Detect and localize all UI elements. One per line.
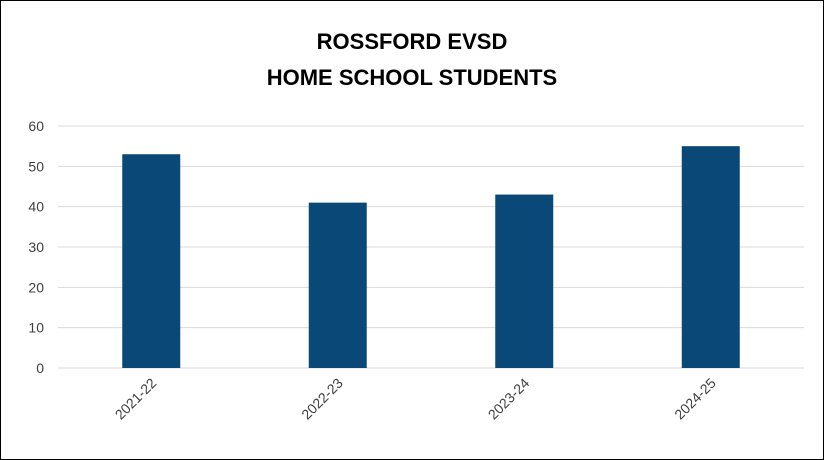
x-tick-label: 2023-24 <box>485 375 533 423</box>
chart-title-line-1: ROSSFORD EVSD <box>316 29 508 54</box>
y-tick-label: 0 <box>36 360 44 376</box>
x-tick-label: 2022-23 <box>298 375 346 423</box>
y-axis-ticks: 0 10 20 30 40 50 60 <box>28 118 44 376</box>
x-tick-label: 2024-25 <box>671 375 719 423</box>
x-axis-ticks: 2021-22 2022-23 2023-24 2024-25 <box>112 375 719 423</box>
bar-2024-25 <box>681 146 740 368</box>
bar-2021-22 <box>122 154 181 368</box>
y-tick-label: 30 <box>28 239 44 255</box>
x-tick-label: 2021-22 <box>112 375 160 423</box>
bar-2022-23 <box>308 202 367 368</box>
chart-title-line-2: HOME SCHOOL STUDENTS <box>266 65 558 90</box>
y-tick-label: 20 <box>28 279 44 295</box>
y-tick-label: 40 <box>28 199 44 215</box>
y-tick-label: 50 <box>28 158 44 174</box>
chart-title: ROSSFORD EVSD HOME SCHOOL STUDENTS <box>0 24 824 96</box>
gridlines <box>58 125 804 369</box>
bars <box>122 146 740 368</box>
y-tick-label: 10 <box>28 320 44 336</box>
bar-2023-24 <box>495 194 554 368</box>
y-tick-label: 60 <box>28 118 44 134</box>
